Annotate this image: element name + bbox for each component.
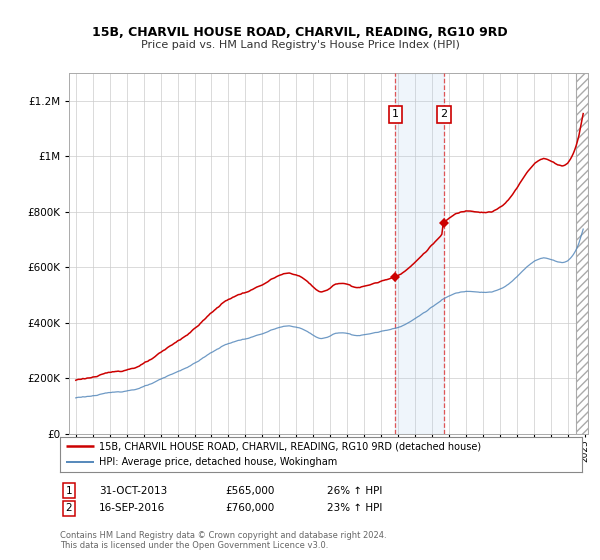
- Bar: [576, 73, 588, 434]
- Text: 2: 2: [65, 503, 73, 514]
- Text: 31-OCT-2013: 31-OCT-2013: [99, 486, 167, 496]
- Text: £760,000: £760,000: [225, 503, 274, 514]
- Text: £565,000: £565,000: [225, 486, 274, 496]
- Text: HPI: Average price, detached house, Wokingham: HPI: Average price, detached house, Woki…: [99, 458, 337, 468]
- Text: 15B, CHARVIL HOUSE ROAD, CHARVIL, READING, RG10 9RD (detached house): 15B, CHARVIL HOUSE ROAD, CHARVIL, READIN…: [99, 441, 481, 451]
- Text: 16-SEP-2016: 16-SEP-2016: [99, 503, 165, 514]
- Text: Contains HM Land Registry data © Crown copyright and database right 2024.
This d: Contains HM Land Registry data © Crown c…: [60, 531, 386, 550]
- Text: 26% ↑ HPI: 26% ↑ HPI: [327, 486, 382, 496]
- Text: 1: 1: [65, 486, 73, 496]
- Text: Price paid vs. HM Land Registry's House Price Index (HPI): Price paid vs. HM Land Registry's House …: [140, 40, 460, 50]
- Text: 23% ↑ HPI: 23% ↑ HPI: [327, 503, 382, 514]
- Text: 1: 1: [392, 109, 399, 119]
- Bar: [395, 73, 444, 434]
- Text: 15B, CHARVIL HOUSE ROAD, CHARVIL, READING, RG10 9RD: 15B, CHARVIL HOUSE ROAD, CHARVIL, READIN…: [92, 26, 508, 39]
- Text: 2: 2: [440, 109, 448, 119]
